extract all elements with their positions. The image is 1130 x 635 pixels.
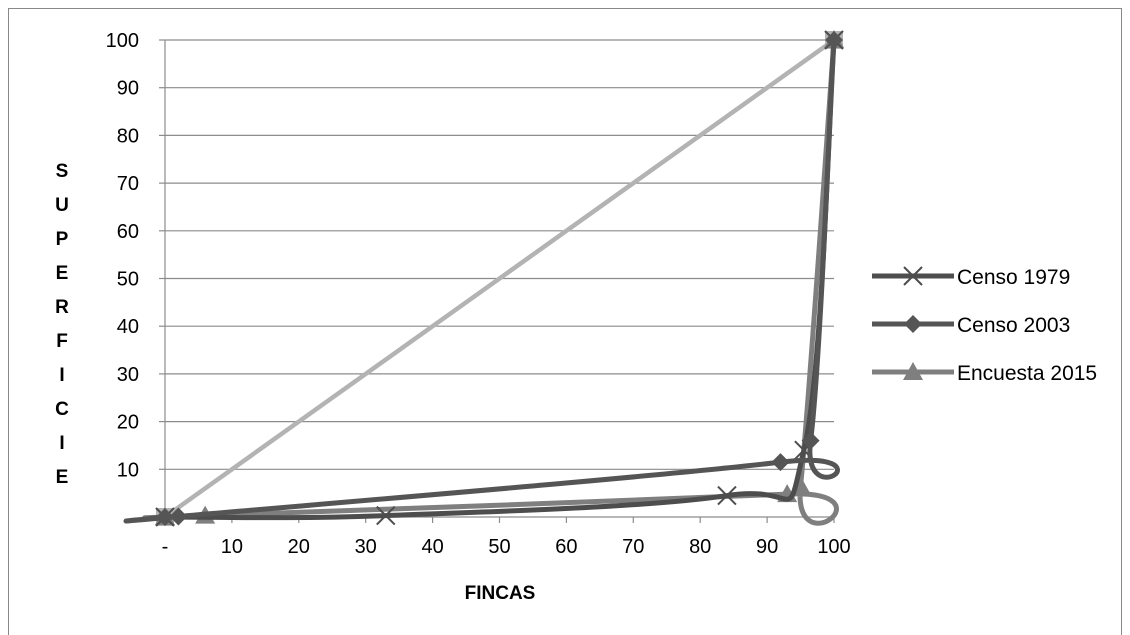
y-axis-title-letter: S — [56, 161, 69, 182]
x-tick-label: 70 — [622, 536, 644, 558]
y-axis-title-letter: E — [56, 467, 69, 488]
y-tick-label: 30 — [117, 364, 139, 386]
x-tick-label: - — [162, 536, 169, 558]
legend-marker — [903, 266, 923, 286]
y-tick-label: 10 — [117, 459, 139, 481]
y-tick-label: 60 — [117, 221, 139, 243]
data-point — [717, 485, 737, 506]
y-axis-title-letter: C — [55, 399, 69, 420]
y-axis-title-letter: E — [56, 263, 69, 284]
y-axis-title-letter: U — [55, 195, 69, 216]
y-tick-label: 70 — [117, 173, 139, 195]
y-axis-title-letter: R — [55, 297, 69, 318]
series-censo-2003 — [123, 31, 843, 526]
series-encuesta-2015 — [142, 30, 844, 526]
x-tick-label: 10 — [221, 536, 243, 558]
x-tick-labels: - 10 20 30 40 50 60 70 80 90 100 — [162, 536, 851, 558]
x-tick-label: 30 — [355, 536, 377, 558]
data-point — [771, 453, 790, 472]
gridlines — [165, 39, 834, 470]
legend-entry: Censo 2003 — [872, 314, 1070, 337]
y-axis-title-letter: I — [59, 433, 64, 454]
x-tick-label: 90 — [756, 536, 778, 558]
series-layer — [123, 30, 844, 527]
x-tick-label: 60 — [555, 536, 577, 558]
data-point — [376, 505, 396, 526]
x-axis-title: FINCAS — [465, 583, 536, 604]
y-tick-label: 20 — [117, 412, 139, 434]
legend: Censo 1979 Censo 2003 Encuesta 2015 — [872, 266, 1097, 385]
data-point — [801, 431, 820, 450]
series-line — [163, 38, 836, 519]
y-tick-label: 90 — [117, 78, 139, 100]
y-tick-label: 80 — [117, 125, 139, 147]
legend-marker — [904, 315, 922, 333]
legend-label: Censo 2003 — [957, 314, 1070, 337]
y-axis-title-letter: P — [56, 229, 69, 250]
y-tick-label: 50 — [117, 269, 139, 291]
data-point — [825, 31, 843, 49]
y-tick-label: 40 — [117, 316, 139, 338]
legend-label: Encuesta 2015 — [957, 362, 1097, 385]
legend-entry: Censo 1979 — [872, 266, 1070, 289]
x-tick-label: 50 — [488, 536, 510, 558]
x-tick-label: 20 — [288, 536, 310, 558]
legend-entry: Encuesta 2015 — [872, 362, 1097, 385]
legend-marker — [903, 362, 923, 380]
y-axis-title-letter: F — [56, 331, 68, 352]
y-tick-label: 100 — [106, 30, 139, 52]
x-tick-label: 100 — [817, 536, 850, 558]
x-tick-label: 80 — [689, 536, 711, 558]
x-tick-label: 40 — [421, 536, 443, 558]
legend-label: Censo 1979 — [957, 266, 1070, 289]
y-axis-title-letter: I — [59, 365, 64, 386]
data-point — [169, 507, 188, 526]
data-point — [156, 508, 174, 526]
